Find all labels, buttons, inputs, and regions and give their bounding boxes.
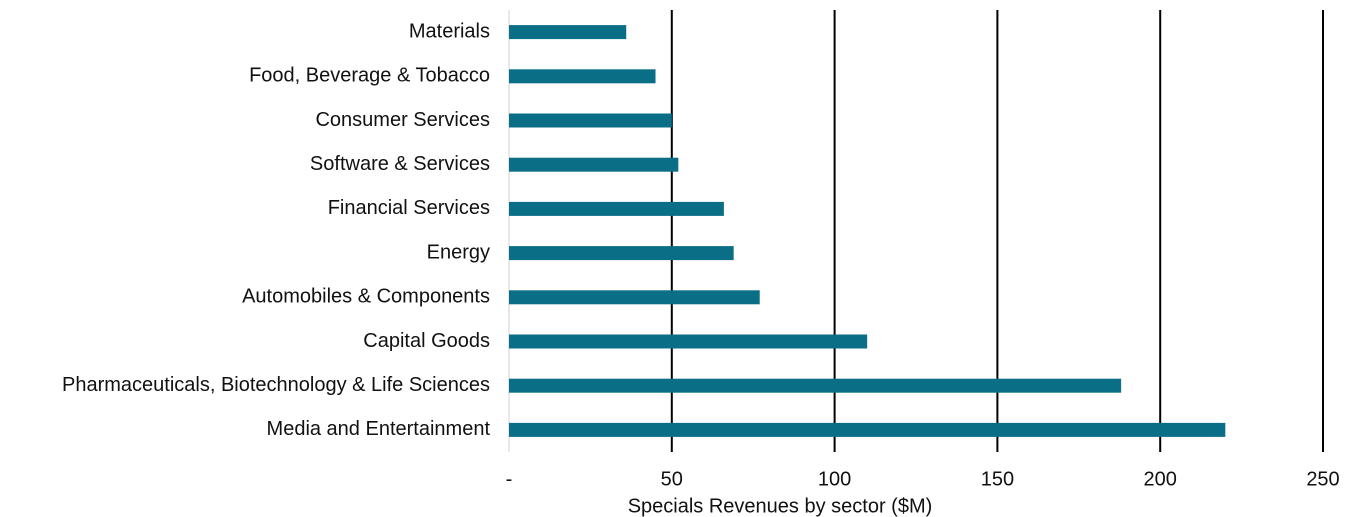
x-tick-label: - xyxy=(506,468,513,490)
x-tick-label: 100 xyxy=(818,468,851,490)
y-tick-label: Software & Services xyxy=(310,153,490,175)
bar xyxy=(509,378,1122,393)
bar xyxy=(509,246,734,261)
bar xyxy=(509,334,868,349)
bar xyxy=(509,69,656,84)
x-axis-title: Specials Revenues by sector ($M) xyxy=(628,495,933,517)
bar xyxy=(509,290,760,305)
y-tick-label: Pharmaceuticals, Biotechnology & Life Sc… xyxy=(62,374,490,396)
bar xyxy=(509,201,724,216)
x-tick-label: 250 xyxy=(1306,468,1339,490)
y-tick-label: Automobiles & Components xyxy=(242,286,490,308)
y-tick-label: Energy xyxy=(427,241,490,263)
bar xyxy=(509,113,672,128)
y-tick-label: Materials xyxy=(409,20,490,42)
x-tick-label: 200 xyxy=(1144,468,1177,490)
y-tick-label: Financial Services xyxy=(328,197,490,219)
x-tick-label: 150 xyxy=(981,468,1014,490)
y-tick-label: Media and Entertainment xyxy=(267,418,491,440)
y-tick-label: Consumer Services xyxy=(315,109,490,131)
x-tick-label: 50 xyxy=(661,468,683,490)
y-tick-label: Food, Beverage & Tobacco xyxy=(249,65,490,87)
bar xyxy=(509,25,627,40)
bar xyxy=(509,157,679,172)
bar xyxy=(509,422,1226,437)
y-tick-label: Capital Goods xyxy=(363,330,490,352)
